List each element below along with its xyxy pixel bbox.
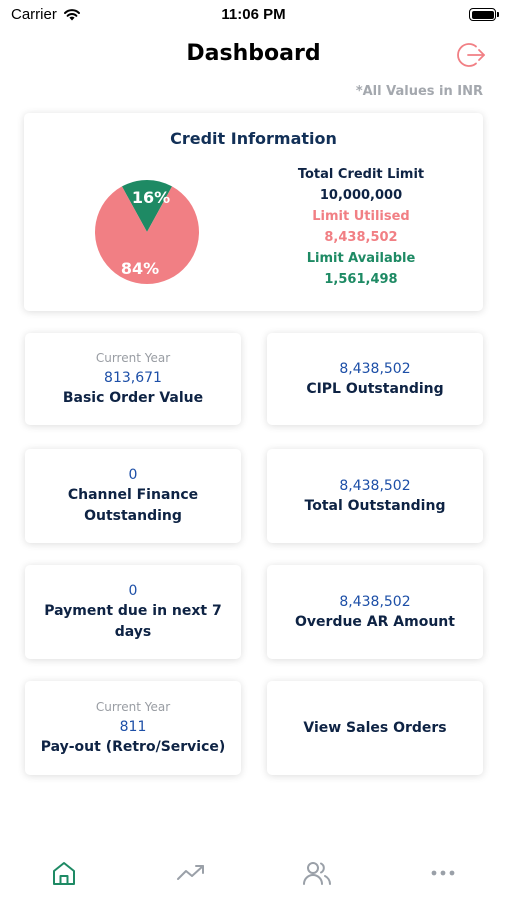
channel-finance-card[interactable]: 0 Channel Finance Outstanding xyxy=(25,449,241,543)
carrier-info: Carrier xyxy=(11,6,81,23)
credit-summary: Total Credit Limit 10,000,000 Limit Util… xyxy=(286,164,436,290)
view-sales-orders-button[interactable]: View Sales Orders xyxy=(267,681,483,775)
payment-due-value: 0 xyxy=(128,583,138,599)
users-icon xyxy=(303,862,331,885)
payout-card[interactable]: Current Year 811 Pay-out (Retro/Service) xyxy=(25,681,241,775)
total-credit-label: Total Credit Limit xyxy=(297,167,425,182)
view-sales-orders-label: View Sales Orders xyxy=(303,719,447,736)
more-icon xyxy=(431,870,455,876)
pie-slice-utilised xyxy=(95,186,199,284)
limit-available-label: Limit Available xyxy=(306,251,416,266)
basic-order-period: Current Year xyxy=(95,351,171,365)
limit-utilised-value: 8,438,502 xyxy=(324,230,398,245)
tab-home[interactable] xyxy=(46,855,82,891)
overdue-ar-label: Overdue AR Amount xyxy=(295,613,455,630)
channel-finance-label-line2: Outstanding xyxy=(84,508,182,524)
wifi-icon xyxy=(63,9,80,21)
tab-users[interactable] xyxy=(299,855,335,891)
clock: 11:06 PM xyxy=(221,6,286,23)
limit-available-value: 1,561,498 xyxy=(324,272,398,287)
logout-button[interactable] xyxy=(457,40,487,70)
page-title: Dashboard xyxy=(186,41,321,66)
channel-finance-label-line1: Channel Finance xyxy=(67,487,199,503)
limit-utilised-label: Limit Utilised xyxy=(312,209,410,224)
pie-slice-available xyxy=(121,180,173,232)
cipl-outstanding-value: 8,438,502 xyxy=(339,360,411,377)
overdue-ar-card[interactable]: 8,438,502 Overdue AR Amount xyxy=(267,565,483,659)
basic-order-label: Basic Order Value xyxy=(62,390,204,406)
bottom-tab-bar xyxy=(0,845,507,900)
tab-trends[interactable] xyxy=(173,855,209,891)
payout-period: Current Year xyxy=(95,700,171,714)
cipl-outstanding-card[interactable]: 8,438,502 CIPL Outstanding xyxy=(267,333,483,425)
home-icon xyxy=(53,862,75,885)
payment-due-label: Payment due in next 7 days xyxy=(44,603,222,640)
payment-due-card[interactable]: 0 Payment due in next 7 days xyxy=(25,565,241,659)
payout-label: Pay-out (Retro/Service) xyxy=(40,739,226,755)
basic-order-card[interactable]: Current Year 813,671 Basic Order Value xyxy=(25,333,241,425)
credit-pie-chart: 16% 84% xyxy=(95,180,199,284)
trend-icon xyxy=(177,865,204,880)
pie-label-available: 16% xyxy=(132,188,170,207)
total-outstanding-label: Total Outstanding xyxy=(304,497,446,514)
overdue-ar-value: 8,438,502 xyxy=(339,593,411,610)
currency-note: *All Values in INR xyxy=(355,84,483,99)
total-outstanding-value: 8,438,502 xyxy=(339,477,411,494)
total-outstanding-card[interactable]: 8,438,502 Total Outstanding xyxy=(267,449,483,543)
payout-value: 811 xyxy=(119,719,147,735)
status-bar: Carrier 11:06 PM xyxy=(0,0,507,30)
credit-title: Credit Information xyxy=(170,129,337,148)
pie-label-utilised: 84% xyxy=(121,259,159,278)
total-credit-value: 10,000,000 xyxy=(319,188,403,203)
channel-finance-value: 0 xyxy=(128,467,138,483)
battery-icon xyxy=(469,8,499,21)
cipl-outstanding-label: CIPL Outstanding xyxy=(306,380,444,397)
carrier-label: Carrier xyxy=(11,6,57,23)
credit-info-card: Credit Information 16% 84% Total Credit L… xyxy=(24,113,483,311)
logout-icon xyxy=(457,43,485,67)
tab-more[interactable] xyxy=(425,855,461,891)
basic-order-value: 813,671 xyxy=(104,370,162,386)
